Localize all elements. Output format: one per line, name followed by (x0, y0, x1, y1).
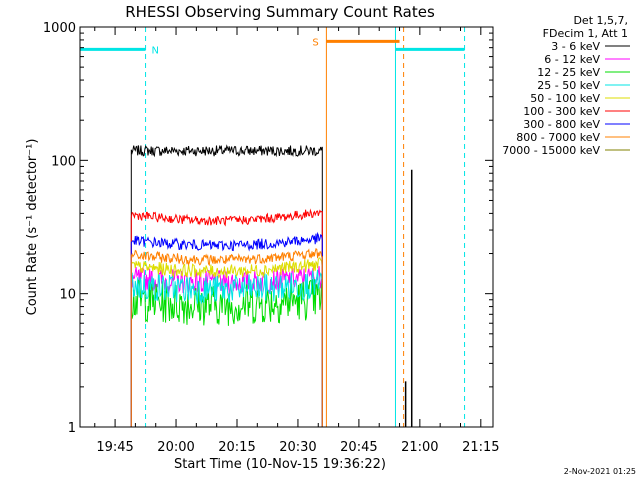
state-label: N (152, 45, 159, 56)
x-axis-label: Start Time (10-Nov-15 19:36:22) (174, 457, 386, 472)
series-line (130, 278, 323, 427)
x-tick-label: 20:30 (279, 440, 316, 455)
legend-label: 800 - 7000 keV (516, 131, 600, 144)
axes: 1 10 100 1000 19:45 20:00 20:15 20:30 20:45 21:00… (43, 21, 500, 455)
y-tick-label: 1 (68, 421, 76, 436)
series-line (130, 144, 323, 427)
x-tick-label: 21:15 (462, 440, 499, 455)
x-tick-label: 20:45 (340, 440, 377, 455)
series-line (130, 208, 323, 427)
y-tick-label: 10 (59, 288, 76, 303)
legend-label: 300 - 800 keV (523, 118, 600, 131)
x-tick-label: 20:15 (218, 440, 255, 455)
plot-area: NS (79, 27, 466, 427)
footer-date: 2-Nov-2021 01:25 (564, 467, 636, 476)
series-line (130, 248, 323, 427)
x-tick-label: 21:00 (401, 440, 438, 455)
chart-title: RHESSI Observing Summary Count Rates (125, 3, 435, 21)
state-label: S (312, 37, 318, 48)
legend-label: 6 - 12 keV (544, 53, 600, 66)
y-tick-label: 100 (51, 154, 76, 169)
legend-label: 7000 - 15000 keV (502, 144, 600, 157)
legend-label: 100 - 300 keV (523, 105, 600, 118)
legend-header: FDecim 1, Att 1 (543, 27, 628, 40)
legend-header: Det 1,5,7, (573, 14, 628, 27)
x-tick-label: 19:45 (96, 440, 133, 455)
legend-label: 12 - 25 keV (537, 66, 600, 79)
series-line (130, 231, 323, 427)
series-line (130, 269, 323, 427)
y-axis-label: Count Rate (s⁻¹ detector⁻¹) (25, 139, 40, 316)
x-tick-label: 20:00 (157, 440, 194, 455)
legend-label: 25 - 50 keV (537, 79, 600, 92)
series-line (130, 257, 323, 427)
plot-frame (79, 26, 494, 428)
y-tick-label: 1000 (43, 21, 76, 36)
legend-label: 3 - 6 keV (551, 40, 600, 53)
legend-label: 50 - 100 keV (530, 92, 600, 105)
